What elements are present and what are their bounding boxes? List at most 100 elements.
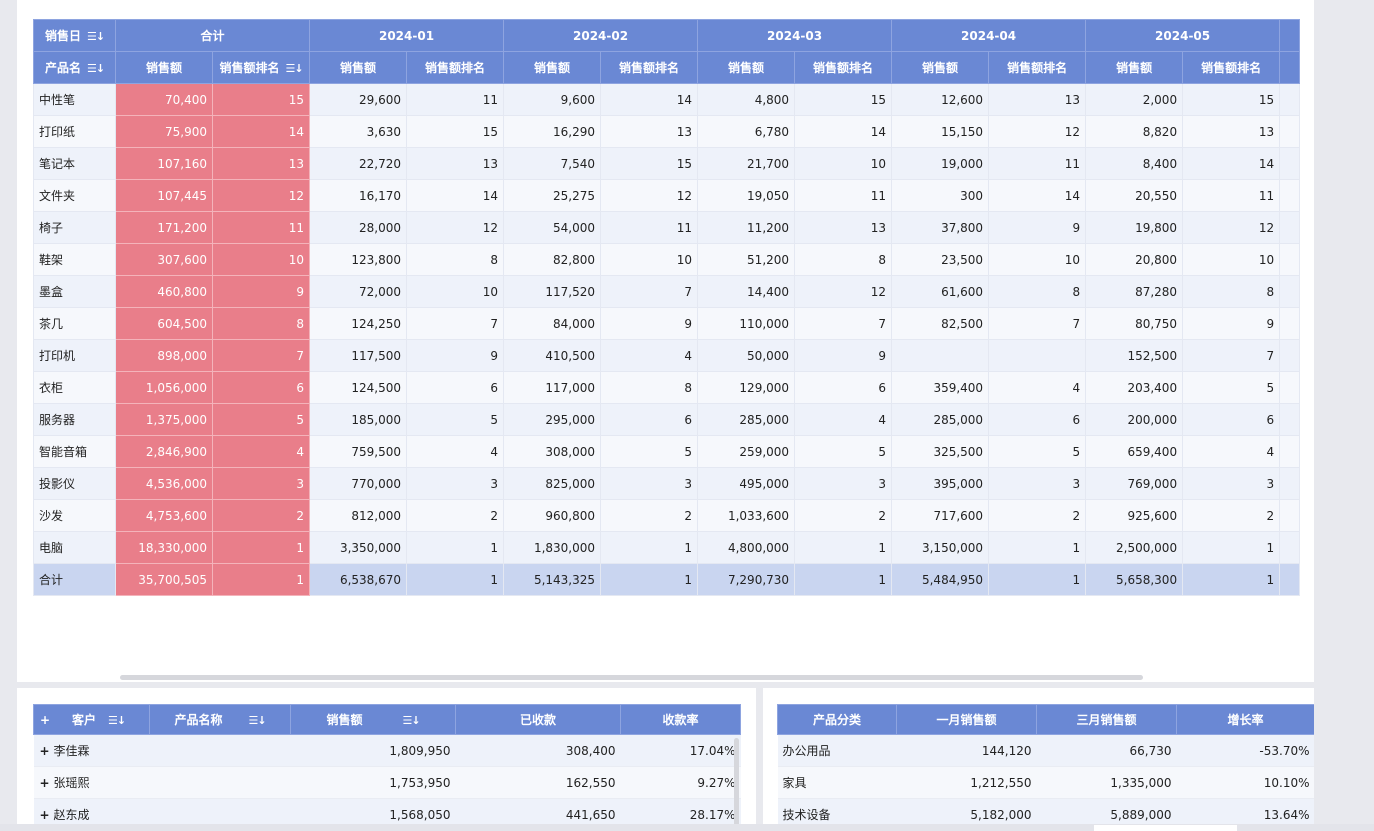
table-row: 椅子 171,200 11 28,000 12 54,000 11 11,200 13 37,80… xyxy=(33,211,1301,244)
rank-cell: 1 xyxy=(1182,563,1281,596)
amount-cell: 19,050 xyxy=(697,179,796,212)
rank-cell: 1 xyxy=(406,531,505,564)
product-name-header[interactable]: 产品名 ☰↓ xyxy=(33,51,116,84)
mar-sales-cell: 1,335,000 xyxy=(1036,766,1177,799)
table-row: 中性笔 70,400 15 29,600 11 9,600 14 4,800 15 12,600 1… xyxy=(33,83,1301,116)
total-header: 合计 xyxy=(114,19,311,52)
table-row: 衣柜 1,056,000 6 124,500 6 117,000 8 129,000 6 359,… xyxy=(33,371,1301,404)
customer-cell: + 李佳霖 xyxy=(33,734,150,767)
table-row: 电脑 18,330,000 1 3,350,000 1 1,830,000 1 4,800,0… xyxy=(33,531,1301,564)
amount-cell: 21,700 xyxy=(697,147,796,180)
total-rank-cell: 13 xyxy=(211,147,311,180)
spacer-cell xyxy=(1279,115,1301,148)
sort-icon[interactable]: ☰↓ xyxy=(248,714,266,727)
total-amount-cell: 4,753,600 xyxy=(115,499,213,532)
rank-cell: 8 xyxy=(988,275,1087,308)
rank-cell: 12 xyxy=(600,179,699,212)
rank-cell: 11 xyxy=(988,147,1087,180)
sort-icon[interactable]: ☰↓ xyxy=(285,62,303,75)
amount-cell: 300 xyxy=(891,179,990,212)
total-rank-header[interactable]: 销售额排名 ☰↓ xyxy=(211,51,311,84)
product-name-cell: 茶几 xyxy=(33,307,116,340)
vertical-scrollbar[interactable] xyxy=(734,738,739,831)
sort-icon[interactable]: ☰↓ xyxy=(108,714,126,727)
total-rank-cell: 1 xyxy=(211,563,311,596)
plus-icon[interactable]: + xyxy=(39,713,51,727)
product-name-header[interactable]: 产品名称 ☰↓ xyxy=(149,704,291,735)
rank-cell: 6 xyxy=(794,371,893,404)
rank-cell: 14 xyxy=(988,179,1087,212)
rank-cell: 9 xyxy=(600,307,699,340)
spacer-cell xyxy=(1279,531,1301,564)
rank-cell: 8 xyxy=(1182,275,1281,308)
rank-cell: 12 xyxy=(406,211,505,244)
header-row-1: 销售日 ☰↓ 合计 2024-01 2024-02 2024-03 2024-04… xyxy=(33,19,1301,52)
amount-cell: 117,000 xyxy=(503,371,602,404)
amount-cell: 203,400 xyxy=(1085,371,1184,404)
customer-header[interactable]: + 客户 ☰↓ xyxy=(33,704,150,735)
amount-cell: 117,520 xyxy=(503,275,602,308)
table-row: 沙发 4,753,600 2 812,000 2 960,800 2 1,033,600 2 71… xyxy=(33,499,1301,532)
rank-cell: 1 xyxy=(406,563,505,596)
amount-cell: 1,753,950 xyxy=(290,766,456,799)
amount-cell: 1,809,950 xyxy=(290,734,456,767)
mar-sales-header: 三月销售额 xyxy=(1036,704,1177,735)
horizontal-scrollbar[interactable] xyxy=(120,675,1143,680)
product-name-cell: 衣柜 xyxy=(33,371,116,404)
table-row: 文件夹 107,445 12 16,170 14 25,275 12 19,050 11 300 1… xyxy=(33,179,1301,212)
sales-date-header[interactable]: 销售日 ☰↓ xyxy=(33,19,116,52)
month-header-5: 2024-05 xyxy=(1085,19,1281,52)
plus-icon[interactable]: + xyxy=(39,776,50,790)
total-amount-cell: 18,330,000 xyxy=(115,531,213,564)
sort-icon[interactable]: ☰↓ xyxy=(402,714,420,727)
sort-icon[interactable]: ☰↓ xyxy=(86,62,105,75)
total-rank-cell: 11 xyxy=(211,211,311,244)
amount-header[interactable]: 销售额 ☰↓ xyxy=(290,704,456,735)
rank-cell xyxy=(988,339,1087,372)
plus-icon[interactable]: + xyxy=(39,744,50,758)
month-header-2: 2024-02 xyxy=(503,19,699,52)
rank-cell: 3 xyxy=(600,467,699,500)
rank-cell: 4 xyxy=(988,371,1087,404)
amount-cell: 82,800 xyxy=(503,243,602,276)
customer-header-row: + 客户 ☰↓ 产品名称 ☰↓ 销售额 ☰↓ 已收款 收款率 xyxy=(33,704,741,735)
rank-cell: 3 xyxy=(988,467,1087,500)
product-name-cell: 沙发 xyxy=(33,499,116,532)
rank-cell: 14 xyxy=(600,83,699,116)
product-name-cell: 电脑 xyxy=(33,531,116,564)
bottom-scroll-thumb[interactable] xyxy=(1094,825,1237,831)
mar-sales-cell: 66,730 xyxy=(1036,734,1177,767)
received-header: 已收款 xyxy=(455,704,621,735)
rate-cell: 17.04% xyxy=(620,734,741,767)
growth-header: 增长率 xyxy=(1176,704,1314,735)
rank-cell: 1 xyxy=(794,531,893,564)
amount-cell: 2,500,000 xyxy=(1085,531,1184,564)
rank-cell: 4 xyxy=(600,339,699,372)
product-name-cell: 椅子 xyxy=(33,211,116,244)
rank-cell: 15 xyxy=(600,147,699,180)
pivot-table: 销售日 ☰↓ 合计 2024-01 2024-02 2024-03 2024-04… xyxy=(33,19,1301,596)
rank-cell: 11 xyxy=(406,83,505,116)
spacer-cell xyxy=(1279,147,1301,180)
rank-cell: 11 xyxy=(600,211,699,244)
rank-cell: 2 xyxy=(406,499,505,532)
rank-cell: 1 xyxy=(1182,531,1281,564)
received-cell: 308,400 xyxy=(455,734,621,767)
rank-cell: 8 xyxy=(406,243,505,276)
rank-cell: 7 xyxy=(1182,339,1281,372)
rank-cell: 6 xyxy=(406,371,505,404)
rank-cell: 6 xyxy=(1182,403,1281,436)
rank-cell: 13 xyxy=(988,83,1087,116)
amount-cell: 84,000 xyxy=(503,307,602,340)
rank-header: 销售额排名 xyxy=(794,51,893,84)
total-rank-cell: 12 xyxy=(211,179,311,212)
amount-cell: 659,400 xyxy=(1085,435,1184,468)
table-row: 茶几 604,500 8 124,250 7 84,000 9 110,000 7 82,500 7… xyxy=(33,307,1301,340)
sort-icon[interactable]: ☰↓ xyxy=(86,30,105,43)
total-rank-cell: 3 xyxy=(211,467,311,500)
amount-header: 销售额 xyxy=(1085,51,1184,84)
amount-cell: 11,200 xyxy=(697,211,796,244)
plus-icon[interactable]: + xyxy=(39,808,50,822)
bottom-scrollbar-track xyxy=(0,824,1374,831)
rank-cell: 9 xyxy=(988,211,1087,244)
